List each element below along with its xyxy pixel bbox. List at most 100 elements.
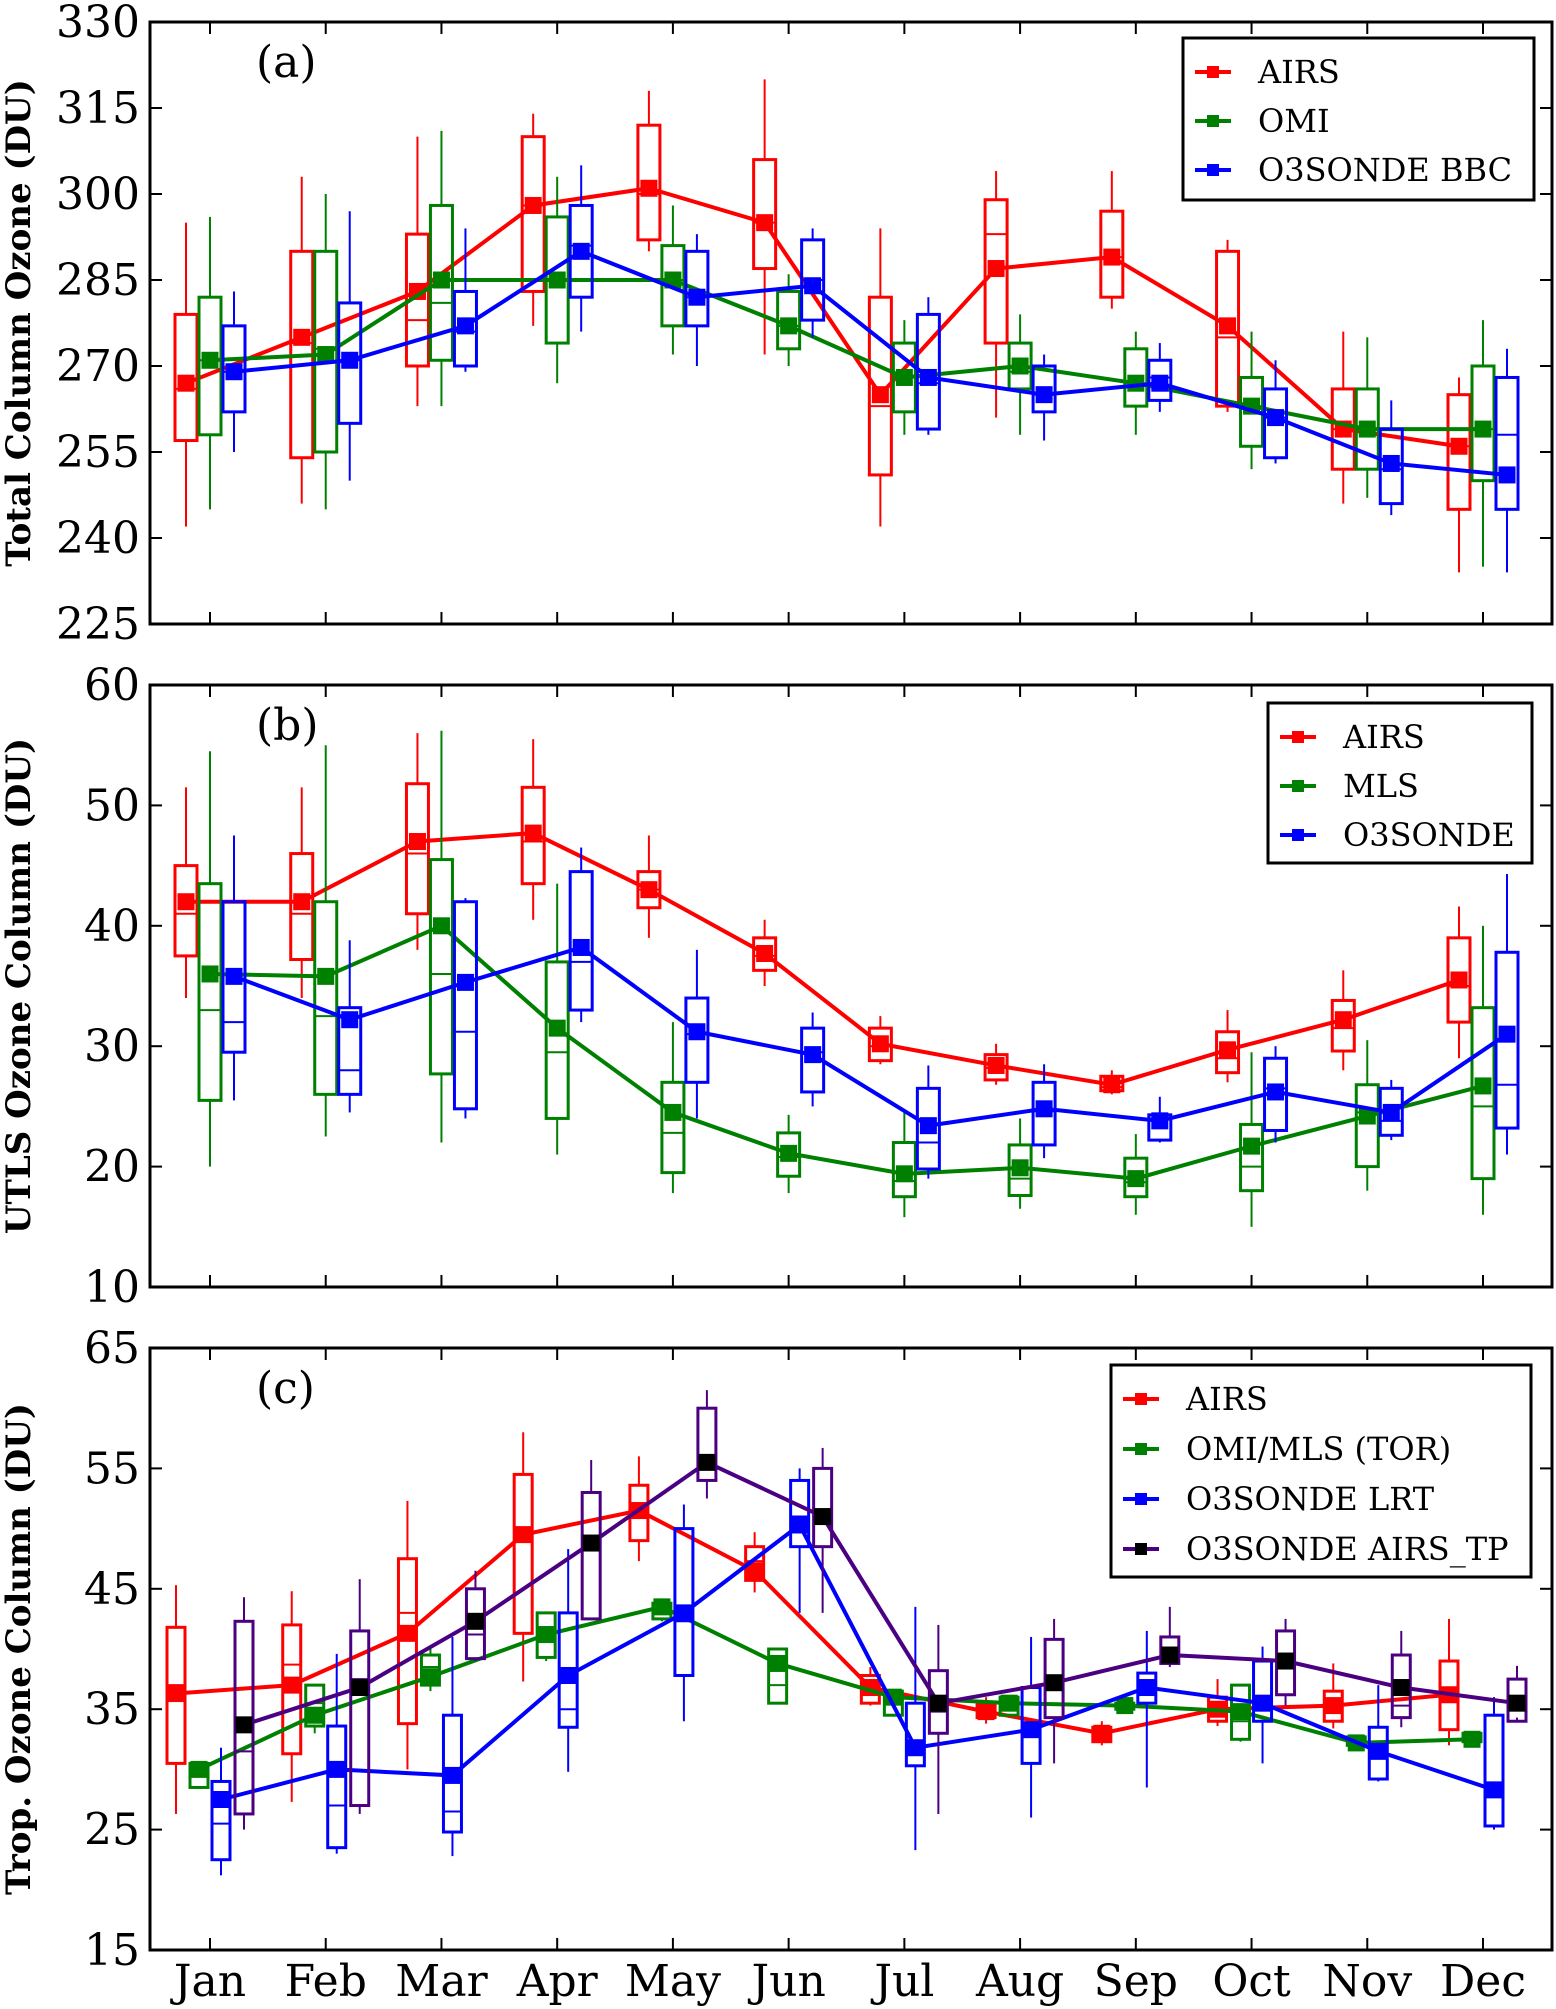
mean-marker: [1219, 1041, 1237, 1059]
mean-marker: [1161, 1646, 1179, 1664]
mean-marker: [804, 277, 822, 295]
box-dec: [1438, 1618, 1460, 1746]
plot-frame: [148, 20, 1554, 626]
iqr-box: [568, 203, 594, 299]
x-tick-label: Feb: [285, 1956, 367, 2007]
legend-entry: O3SONDE BBC: [1195, 151, 1512, 189]
iqr-box: [221, 900, 247, 1054]
mean-line: [209, 923, 1484, 1181]
mean-marker: [351, 1679, 369, 1697]
series-o3sonde-bbc: [221, 165, 1520, 573]
mean-marker: [1382, 1103, 1400, 1121]
mean-marker: [1358, 420, 1376, 438]
iqr-box: [349, 1629, 371, 1808]
mean-marker: [421, 1668, 439, 1686]
box-mar: [404, 136, 430, 407]
series-airs: [173, 733, 1472, 1095]
mean-marker: [212, 1791, 230, 1808]
box-may: [696, 1390, 718, 1499]
mean-marker: [746, 1562, 764, 1580]
iqr-box: [568, 870, 594, 1012]
y-axis-label: Trop. Ozone Column (DU): [0, 1403, 39, 1895]
legend: AIRS MLS O3SONDE: [1266, 701, 1534, 865]
iqr-box: [580, 1490, 602, 1621]
iqr-box: [1446, 936, 1472, 1024]
mean-marker: [675, 1604, 693, 1622]
iqr-box: [1446, 393, 1472, 511]
mean-marker: [1498, 1025, 1516, 1043]
mean-marker: [177, 893, 195, 911]
x-tick-label: Jan: [170, 1956, 246, 2007]
mean-marker: [167, 1685, 185, 1703]
box-feb: [337, 940, 363, 1113]
box-jul: [904, 1606, 926, 1851]
y-tick-label: 50: [84, 780, 140, 831]
legend-label: MLS: [1343, 767, 1419, 805]
mean-line: [198, 1604, 1473, 1772]
legend-label: AIRS: [1185, 1380, 1268, 1418]
mean-marker: [1463, 1730, 1481, 1748]
box-jan: [221, 835, 247, 1101]
iqr-box: [464, 1587, 486, 1661]
series-omi-mls-tor-: [188, 1598, 1483, 1789]
iqr-box: [404, 232, 430, 368]
y-tick-label: 35: [84, 1684, 140, 1735]
y-tick-label: 225: [56, 599, 140, 650]
x-tick-label: Aug: [975, 1956, 1064, 2007]
mean-marker: [341, 351, 359, 369]
iqr-box: [326, 1724, 348, 1850]
mean-marker: [456, 973, 474, 991]
y-tick-label: 20: [84, 1142, 140, 1193]
iqr-box: [812, 1466, 834, 1549]
iqr-box: [233, 1619, 255, 1816]
y-tick-label: 270: [56, 341, 140, 392]
mean-marker: [1011, 1159, 1029, 1177]
mean-marker: [225, 363, 243, 381]
iqr-box: [289, 852, 315, 962]
plot-frame: [148, 683, 1554, 1289]
iqr-box: [1215, 249, 1241, 408]
mean-marker: [780, 1144, 798, 1162]
mean-marker: [1277, 1652, 1295, 1670]
mean-marker: [1254, 1694, 1272, 1712]
legend-marker: [1207, 164, 1219, 176]
legend-marker: [1207, 66, 1219, 78]
mean-marker: [283, 1676, 301, 1694]
mean-marker: [432, 271, 450, 289]
mean-line: [220, 1521, 1495, 1802]
y-tick-label: 40: [84, 901, 140, 952]
mean-line: [233, 945, 1509, 1128]
box-oct: [1239, 1052, 1265, 1227]
iqr-box: [1354, 1083, 1380, 1169]
box-jan: [197, 751, 223, 1167]
box-sep: [1136, 1630, 1158, 1788]
iqr-box: [197, 882, 223, 1102]
series-airs: [173, 79, 1472, 573]
iqr-box: [767, 1647, 789, 1705]
series-o3sonde-lrt: [210, 1468, 1505, 1876]
box-jul: [915, 1065, 941, 1179]
box-dec: [1494, 348, 1520, 573]
mean-marker: [1035, 1100, 1053, 1118]
mean-marker: [653, 1598, 671, 1616]
mean-marker: [190, 1760, 208, 1778]
box-dec: [1483, 1697, 1505, 1830]
box-jan: [173, 787, 199, 999]
iqr-box: [544, 960, 570, 1120]
mean-marker: [1045, 1674, 1063, 1692]
box-mar: [464, 1570, 486, 1662]
mean-marker: [443, 1766, 461, 1784]
box-aug: [1043, 1618, 1065, 1764]
iqr-box: [1470, 364, 1496, 483]
mean-marker: [235, 1716, 253, 1734]
legend-label: O3SONDE LRT: [1186, 1480, 1435, 1518]
legend-label: OMI: [1258, 102, 1330, 140]
iqr-box: [535, 1611, 557, 1659]
iqr-box: [337, 1006, 363, 1096]
mean-marker: [398, 1624, 416, 1642]
iqr-box: [1483, 1713, 1505, 1828]
x-tick-label: Oct: [1212, 1956, 1291, 2007]
iqr-box: [1123, 347, 1149, 408]
box-mar: [396, 1500, 418, 1770]
iqr-box: [660, 1080, 686, 1175]
